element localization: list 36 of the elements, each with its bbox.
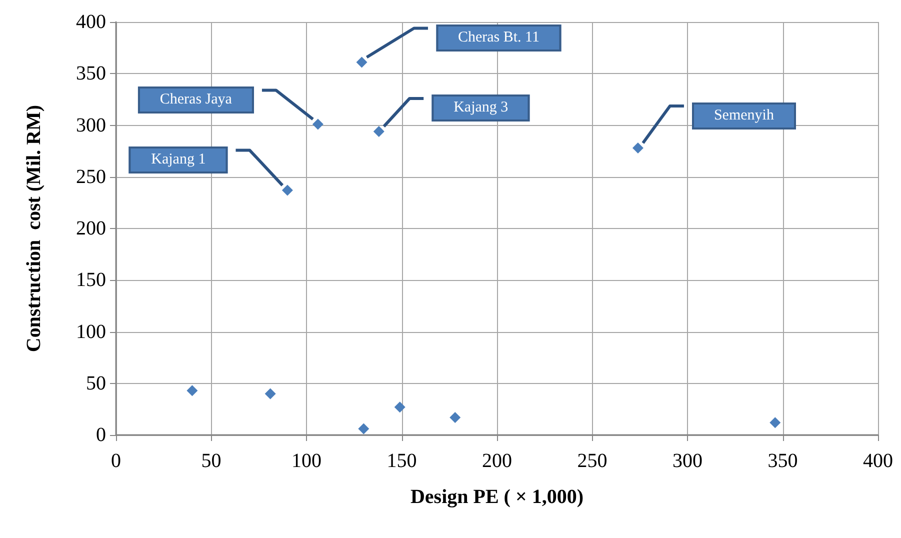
x-tick-label: 150: [386, 450, 417, 472]
annotation: Cheras Bt. 11: [436, 24, 562, 52]
x-tick-label: 100: [292, 450, 322, 472]
x-tick-label: 400: [863, 450, 893, 472]
x-axis-title: Design PE ( × 1,000): [410, 486, 584, 508]
point: [632, 142, 644, 154]
point: [264, 388, 276, 400]
annotation: Semenyih: [692, 102, 796, 130]
y-tick-label: 0: [96, 424, 106, 446]
x-tick-label: 0: [111, 450, 121, 472]
point: [450, 412, 461, 423]
x-tick-label: 300: [672, 450, 702, 472]
y-tick-label: 100: [76, 320, 106, 343]
annotation: Kajang 1: [129, 146, 228, 174]
x-tick-label: 350: [768, 450, 798, 472]
point: [373, 126, 384, 137]
y-tick-label: 350: [76, 62, 106, 85]
y-tick-label: 200: [76, 218, 106, 240]
point: [282, 184, 293, 196]
x-tick-label: 50: [201, 450, 222, 472]
annotation: Kajang 3: [432, 94, 530, 122]
annotation: Cheras Jaya: [138, 86, 254, 114]
point: [356, 56, 368, 68]
y-tick-label: 250: [76, 166, 106, 188]
y-tick-label: 300: [76, 114, 106, 136]
x-tick-label: 250: [577, 450, 608, 472]
x-tick-label: 200: [482, 450, 512, 472]
point: [312, 118, 324, 130]
point: [394, 402, 406, 413]
y-tick-label: 50: [86, 372, 106, 394]
y-tick-label: 400: [76, 11, 106, 33]
y-axis-title: Construction cost (Mil. RM): [23, 104, 45, 352]
y-tick-label: 150: [76, 269, 106, 292]
point: [770, 417, 781, 428]
point: [358, 423, 370, 434]
point: [186, 385, 198, 396]
